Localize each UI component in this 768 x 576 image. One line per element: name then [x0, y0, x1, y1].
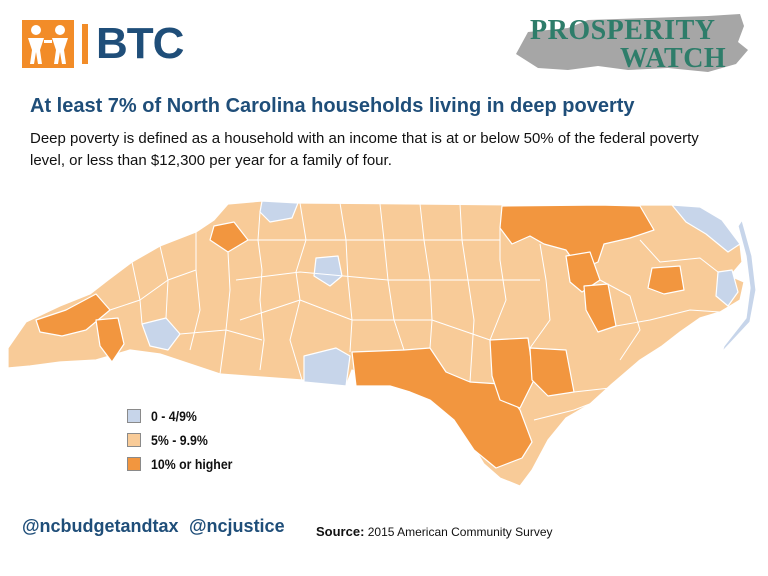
county-high-jackson	[95, 317, 125, 363]
pw-logo-line2: WATCH	[620, 43, 727, 74]
legend-swatch-mid	[127, 433, 141, 447]
source-label: Source:	[316, 524, 365, 539]
county-low-ashe	[259, 200, 299, 223]
prosperity-watch-logo: PROSPERITY WATCH	[508, 6, 753, 76]
map-legend: 0 - 4/9% 5% - 9.9% 10% or higher	[127, 408, 287, 478]
county-boundaries	[109, 202, 721, 421]
btc-logo-text: BTC	[96, 19, 184, 68]
nc-state-map	[7, 200, 757, 487]
source-text: 2015 American Community Survey	[364, 525, 553, 539]
county-low-currituck	[671, 204, 741, 253]
people-figures-icon	[22, 20, 74, 68]
subtitle: Deep poverty is defined as a household w…	[30, 130, 699, 169]
legend-item-low: 0 - 4/9%	[127, 408, 203, 424]
county-low-dare	[715, 269, 739, 307]
logo-divider	[82, 24, 88, 64]
legend-swatch-high	[127, 457, 141, 471]
county-high-washington	[647, 265, 685, 295]
legend-swatch-low	[127, 409, 141, 423]
county-high-wilkes	[209, 221, 249, 253]
county-low-union	[303, 347, 351, 387]
county-high-sampson	[489, 337, 535, 409]
page-title: At least 7% of North Carolina households…	[30, 95, 635, 117]
twitter-handle-ncjustice: @ncjustice	[189, 516, 285, 536]
county-high-pitt	[583, 283, 617, 333]
county-low-outer-banks	[721, 219, 757, 353]
source-note: Source: 2015 American Community Survey	[316, 524, 553, 539]
nc-county-map	[7, 200, 757, 487]
legend-label-high: 10% or higher	[151, 456, 233, 472]
nc-state-silhouette-icon	[516, 14, 748, 72]
legend-label-low: 0 - 4/9%	[151, 408, 197, 424]
legend-item-high: 10% or higher	[127, 456, 244, 472]
pw-logo-line1: PROSPERITY	[530, 15, 716, 46]
county-high-sandhills	[351, 347, 533, 469]
twitter-handle-ncbudgetandtax: @ncbudgetandtax	[22, 516, 179, 536]
county-high-duplin	[529, 347, 575, 397]
legend-label-mid: 5% - 9.9%	[151, 432, 208, 448]
county-low-henderson	[141, 317, 181, 351]
legend-item-mid: 5% - 9.9%	[127, 432, 216, 448]
btc-logo: BTC	[22, 20, 192, 70]
